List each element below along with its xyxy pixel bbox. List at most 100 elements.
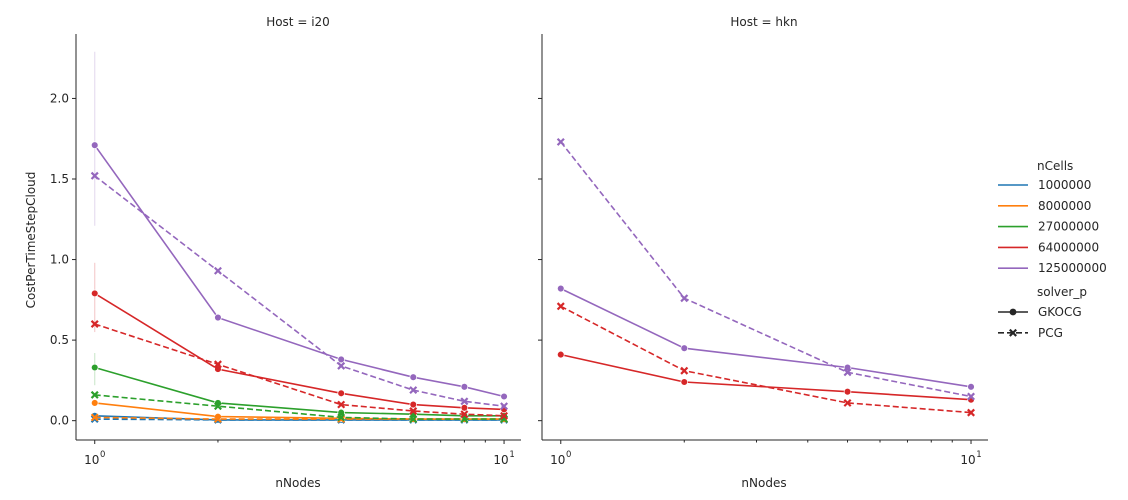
data-point bbox=[90, 390, 99, 399]
legend-item: GKOCG bbox=[998, 305, 1082, 319]
data-point bbox=[90, 413, 99, 422]
x-tick-label: 10 bbox=[550, 453, 565, 467]
data-point bbox=[337, 389, 345, 398]
data-point bbox=[409, 407, 418, 415]
legend-item: PCG bbox=[998, 326, 1063, 340]
data-point bbox=[843, 398, 852, 407]
series-125000000-PCG bbox=[556, 137, 975, 401]
legend: nCells solver_p 1000000 8000000 27000000 64… bbox=[998, 159, 1107, 340]
y-tick-label: 1.0 bbox=[50, 253, 69, 267]
data-point bbox=[337, 413, 346, 422]
facet-title: Host = i20 bbox=[266, 15, 330, 29]
data-point bbox=[460, 404, 469, 412]
data-point bbox=[680, 344, 689, 352]
data-point bbox=[680, 294, 689, 303]
legend-marker bbox=[1009, 308, 1017, 316]
x-tick-label-exponent: 1 bbox=[509, 450, 514, 460]
series-line bbox=[560, 353, 972, 401]
data-point bbox=[337, 400, 346, 409]
legend-hue-title: nCells bbox=[1037, 159, 1073, 173]
data-point bbox=[500, 411, 509, 420]
data-point bbox=[409, 373, 417, 381]
y-tick-label: 2.0 bbox=[50, 91, 69, 105]
data-point bbox=[213, 415, 222, 424]
data-point bbox=[409, 386, 418, 395]
data-point bbox=[556, 302, 565, 311]
legend-item: 27000000 bbox=[998, 220, 1099, 234]
x-tick-label: 10 bbox=[84, 453, 99, 467]
facet-title: Host = hkn bbox=[730, 15, 797, 29]
legend-label: 8000000 bbox=[1038, 199, 1091, 213]
legend-label: GKOCG bbox=[1038, 305, 1082, 319]
y-tick-label: 1.5 bbox=[50, 172, 69, 186]
data-point bbox=[90, 289, 99, 298]
legend-item: 8000000 bbox=[998, 199, 1091, 213]
legend-label: 125000000 bbox=[1038, 261, 1107, 275]
facet-host-i20: Host = i20 CostPerTimeStepCloud nNodes 0… bbox=[24, 15, 521, 490]
series-line bbox=[94, 175, 505, 407]
data-point bbox=[90, 363, 99, 372]
data-point bbox=[409, 415, 418, 424]
x-tick-label-exponent: 0 bbox=[566, 450, 571, 460]
y-tick-label: 0.5 bbox=[50, 333, 69, 347]
data-point bbox=[680, 366, 689, 375]
data-point bbox=[967, 408, 975, 417]
data-point bbox=[843, 368, 852, 377]
series-line bbox=[560, 141, 972, 398]
legend-label: 64000000 bbox=[1038, 240, 1099, 254]
x-tick-label-exponent: 1 bbox=[976, 450, 981, 460]
x-tick-label: 10 bbox=[960, 453, 975, 467]
data-point bbox=[337, 361, 346, 370]
data-point bbox=[557, 284, 565, 293]
data-point bbox=[337, 355, 345, 364]
legend-label: PCG bbox=[1038, 326, 1063, 340]
data-point bbox=[460, 383, 469, 391]
series-line bbox=[94, 416, 505, 420]
x-axis-label: nNodes bbox=[741, 476, 786, 490]
facet-host-hkn: Host = hkn nNodes 10 0 10 1 bbox=[538, 15, 988, 490]
legend-style-title: solver_p bbox=[1037, 285, 1087, 299]
plot-area: 0.00.51.01.52.010 0 10 1 bbox=[50, 34, 521, 467]
data-point bbox=[90, 141, 99, 149]
plot-area: 10 0 10 1 bbox=[538, 34, 988, 467]
series-line bbox=[560, 305, 972, 414]
data-point bbox=[409, 400, 417, 409]
legend-label: 27000000 bbox=[1038, 220, 1099, 234]
x-tick-label: 10 bbox=[493, 453, 508, 467]
series-line bbox=[94, 366, 505, 417]
series-line bbox=[560, 287, 972, 388]
legend-marker bbox=[1009, 328, 1017, 337]
series-125000000-GKOCG bbox=[557, 284, 975, 391]
legend-item: 1000000 bbox=[998, 178, 1091, 192]
series-125000000-PCG bbox=[90, 171, 509, 411]
data-point bbox=[556, 137, 565, 146]
x-axis-label: nNodes bbox=[275, 476, 320, 490]
legend-item: 64000000 bbox=[998, 240, 1099, 254]
series-line bbox=[94, 323, 505, 417]
data-point bbox=[90, 399, 99, 407]
data-point bbox=[90, 171, 99, 180]
series-64000000-PCG bbox=[90, 320, 509, 420]
data-point bbox=[967, 383, 975, 391]
data-point bbox=[460, 397, 469, 406]
data-point bbox=[843, 387, 852, 396]
series-64000000-GKOCG bbox=[90, 289, 508, 414]
series-125000000-GKOCG bbox=[90, 141, 508, 401]
legend-item: 125000000 bbox=[998, 261, 1107, 275]
legend-label: 1000000 bbox=[1038, 178, 1091, 192]
data-point bbox=[680, 378, 689, 386]
series-27000000-GKOCG bbox=[90, 363, 508, 420]
data-point bbox=[213, 402, 222, 411]
series-line bbox=[94, 394, 505, 420]
data-point bbox=[90, 320, 99, 328]
data-point bbox=[213, 360, 222, 369]
series-line bbox=[94, 144, 505, 398]
data-point bbox=[557, 350, 565, 359]
data-point bbox=[213, 266, 222, 275]
data-point bbox=[500, 402, 509, 411]
y-axis-label: CostPerTimeStepCloud bbox=[24, 172, 38, 309]
data-point bbox=[460, 410, 469, 419]
series-line bbox=[94, 402, 505, 420]
series-64000000-PCG bbox=[556, 302, 975, 417]
